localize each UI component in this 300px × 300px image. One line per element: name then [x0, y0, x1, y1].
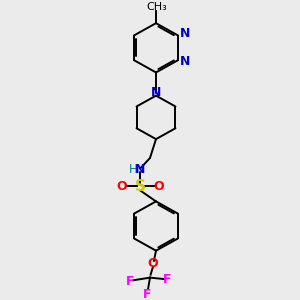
- Text: CH₃: CH₃: [146, 2, 167, 12]
- Text: F: F: [143, 288, 151, 300]
- Text: N: N: [151, 86, 161, 99]
- Text: S: S: [135, 179, 146, 194]
- Text: O: O: [116, 180, 127, 193]
- Text: F: F: [163, 273, 172, 286]
- Text: N: N: [179, 27, 190, 40]
- Text: N: N: [179, 56, 190, 68]
- Text: F: F: [126, 274, 135, 288]
- Text: O: O: [148, 257, 158, 270]
- Text: O: O: [153, 180, 164, 193]
- Text: H: H: [129, 163, 138, 176]
- Text: N: N: [135, 163, 145, 176]
